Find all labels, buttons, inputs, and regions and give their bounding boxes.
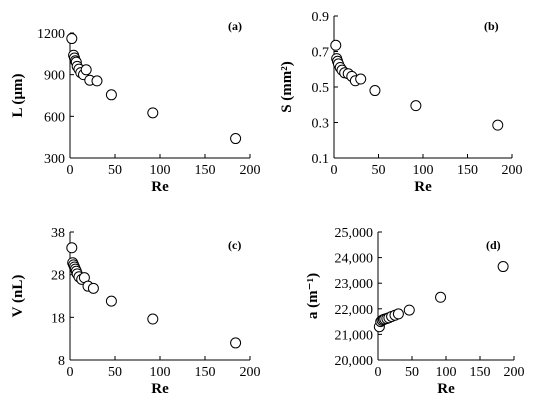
panel-b-y-tick-label: 0.1 [312, 152, 330, 167]
panel-b-x-axis-label: Re [414, 179, 432, 195]
panel-a-data-point [91, 75, 103, 87]
panel-b-label: (b) [484, 19, 499, 33]
panel-a-y-tick-label: 1200 [37, 27, 65, 42]
panel-a-y-tick-label: 600 [44, 110, 65, 125]
panel-c-x-axis-label: Re [151, 381, 169, 397]
panel-a-y-axis-label: L (µm) [10, 73, 26, 117]
panel-a-x-tick-label: 50 [108, 163, 122, 178]
panel-c-y-axis-label: V (nL) [10, 275, 26, 318]
panel-a-data-point [147, 107, 159, 119]
panel-d-y-tick-label: 24,000 [335, 252, 374, 267]
panel-a-data-point [80, 64, 92, 76]
panel-d-x-tick-label: 150 [470, 365, 491, 380]
panel-b-x-tick-label: 0 [331, 163, 338, 178]
panel-d-x-tick-label: 100 [436, 365, 457, 380]
panel-d-y-tick-label: 23,000 [335, 277, 374, 292]
panel-c-data-point [105, 295, 117, 307]
panel-d-label: (d) [486, 238, 501, 252]
panel-a-data-point [105, 89, 117, 101]
panel-a-data-point [230, 133, 242, 145]
panel-b-y-tick-label: 0.5 [312, 81, 330, 96]
panel-d-y-tick-label: 22,000 [335, 303, 374, 318]
panel-a-x-tick-label: 150 [195, 163, 216, 178]
panel-d-x-tick-label: 200 [504, 365, 525, 380]
panel-c-y-tick-label: 8 [58, 354, 65, 369]
panel-c-label: (c) [228, 238, 241, 252]
panel-c-x-tick-label: 200 [240, 365, 261, 380]
panel-b-data-point [492, 119, 504, 131]
panel-c-data-point [87, 282, 99, 294]
panel-b-data-point [369, 85, 381, 97]
panel-d-x-tick-label: 0 [375, 365, 382, 380]
panel-b-y-tick-label: 0.3 [312, 117, 330, 132]
panel-d-data-point [403, 304, 415, 316]
panel-d-y-tick-label: 21,000 [335, 328, 374, 343]
panel-c-data-point [147, 313, 159, 325]
panel-b-x-tick-label: 200 [502, 163, 523, 178]
panel-a-y-tick-label: 300 [44, 152, 65, 167]
panel-b-x-tick-label: 150 [457, 163, 478, 178]
panel-b-data-point [410, 100, 422, 112]
panel-c-x-tick-label: 0 [67, 365, 74, 380]
panel-d-y-axis-label: a (m⁻¹) [305, 273, 321, 319]
panel-d-data-point [392, 308, 404, 320]
panel-b-data-point [355, 73, 367, 85]
panel-d-data-point [497, 261, 509, 273]
panel-b-x-tick-label: 100 [413, 163, 434, 178]
panel-b-y-tick-label: 0.7 [312, 46, 330, 61]
panel-d-x-tick-label: 50 [405, 365, 419, 380]
panel-d-y-tick-label: 25,000 [335, 226, 374, 241]
panel-c-x-tick-label: 50 [108, 365, 122, 380]
panel-c-x-tick-label: 150 [195, 365, 216, 380]
panel-c-y-tick-label: 28 [51, 269, 65, 284]
panel-d-y-tick-label: 20,000 [335, 354, 374, 369]
panel-c-data-point [66, 242, 78, 254]
panel-d-data-point [435, 291, 447, 303]
panel-c-y-tick-label: 38 [51, 226, 65, 241]
panel-a-x-tick-label: 0 [67, 163, 74, 178]
panel-b-x-tick-label: 50 [372, 163, 386, 178]
panel-a-x-tick-label: 200 [240, 163, 261, 178]
panel-a-x-axis-label: Re [151, 179, 169, 195]
panel-c-y-tick-label: 18 [51, 311, 65, 326]
panel-a-data-point [66, 33, 78, 45]
panel-c-data-point [230, 337, 242, 349]
panel-b-y-tick-label: 0.9 [312, 10, 330, 25]
panel-a-label: (a) [228, 19, 242, 33]
panel-a-y-tick-label: 900 [44, 69, 65, 84]
panel-d-x-axis-label: Re [437, 381, 455, 397]
panel-c-x-tick-label: 100 [150, 365, 171, 380]
panel-a-x-tick-label: 100 [150, 163, 171, 178]
panel-b-data-point [330, 39, 342, 51]
panel-b-y-axis-label: S (mm²) [279, 61, 295, 113]
